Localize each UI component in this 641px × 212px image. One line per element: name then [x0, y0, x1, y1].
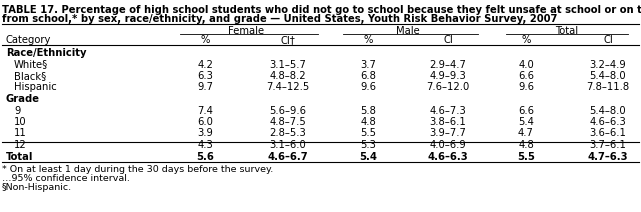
Text: 3.7–6.1: 3.7–6.1 [590, 140, 626, 150]
Text: 4.8: 4.8 [360, 117, 376, 127]
Text: Grade: Grade [6, 94, 40, 104]
Text: 9.6: 9.6 [360, 82, 376, 92]
Text: Category: Category [6, 35, 51, 45]
Text: Hispanic: Hispanic [14, 82, 57, 92]
Text: 4.7–6.3: 4.7–6.3 [588, 152, 628, 162]
Text: 7.8–11.8: 7.8–11.8 [587, 82, 629, 92]
Text: 9.6: 9.6 [518, 82, 534, 92]
Text: 6.6: 6.6 [518, 71, 534, 81]
Text: 6.3: 6.3 [197, 71, 213, 81]
Text: 2.8–5.3: 2.8–5.3 [270, 128, 306, 138]
Text: 6.0: 6.0 [197, 117, 213, 127]
Text: 4.8–8.2: 4.8–8.2 [270, 71, 306, 81]
Text: 7.4: 7.4 [197, 106, 213, 116]
Text: CI: CI [443, 35, 453, 45]
Text: 3.1–6.0: 3.1–6.0 [270, 140, 306, 150]
Text: 3.6–6.1: 3.6–6.1 [590, 128, 626, 138]
Text: 12: 12 [14, 140, 27, 150]
Text: 10: 10 [14, 117, 27, 127]
Text: White§: White§ [14, 60, 48, 70]
Text: Total: Total [556, 26, 579, 36]
Text: 3.1–5.7: 3.1–5.7 [270, 60, 306, 70]
Text: 5.6: 5.6 [196, 152, 214, 162]
Text: 5.8: 5.8 [360, 106, 376, 116]
Text: 4.0: 4.0 [518, 60, 534, 70]
Text: 3.9–7.7: 3.9–7.7 [429, 128, 467, 138]
Text: 4.8: 4.8 [518, 140, 534, 150]
Text: Male: Male [396, 26, 420, 36]
Text: 3.7: 3.7 [360, 60, 376, 70]
Text: …95% confidence interval.: …95% confidence interval. [2, 174, 130, 183]
Text: CI†: CI† [281, 35, 296, 45]
Text: §Non-Hispanic.: §Non-Hispanic. [2, 183, 72, 192]
Text: CI: CI [603, 35, 613, 45]
Text: Total: Total [6, 152, 33, 162]
Text: from school,* by sex, race/ethnicity, and grade — United States, Youth Risk Beha: from school,* by sex, race/ethnicity, an… [2, 14, 558, 24]
Text: 3.9: 3.9 [197, 128, 213, 138]
Text: Race/Ethnicity: Race/Ethnicity [6, 48, 87, 58]
Text: 4.3: 4.3 [197, 140, 213, 150]
Text: 4.9–9.3: 4.9–9.3 [429, 71, 467, 81]
Text: %: % [363, 35, 372, 45]
Text: 2.9–4.7: 2.9–4.7 [429, 60, 467, 70]
Text: 11: 11 [14, 128, 27, 138]
Text: 5.4–8.0: 5.4–8.0 [590, 71, 626, 81]
Text: %: % [200, 35, 210, 45]
Text: Black§: Black§ [14, 71, 46, 81]
Text: 9: 9 [14, 106, 21, 116]
Text: %: % [521, 35, 531, 45]
Text: 5.5: 5.5 [517, 152, 535, 162]
Text: 5.4–8.0: 5.4–8.0 [590, 106, 626, 116]
Text: 4.0–6.9: 4.0–6.9 [429, 140, 467, 150]
Text: 4.6–6.3: 4.6–6.3 [590, 117, 626, 127]
Text: 5.3: 5.3 [360, 140, 376, 150]
Text: 3.8–6.1: 3.8–6.1 [429, 117, 467, 127]
Text: 4.2: 4.2 [197, 60, 213, 70]
Text: Female: Female [228, 26, 265, 36]
Text: 9.7: 9.7 [197, 82, 213, 92]
Text: 5.5: 5.5 [360, 128, 376, 138]
Text: TABLE 17. Percentage of high school students who did not go to school because th: TABLE 17. Percentage of high school stud… [2, 5, 641, 15]
Text: 5.4: 5.4 [518, 117, 534, 127]
Text: 7.4–12.5: 7.4–12.5 [267, 82, 310, 92]
Text: 4.8–7.5: 4.8–7.5 [270, 117, 306, 127]
Text: 4.6–7.3: 4.6–7.3 [429, 106, 467, 116]
Text: 6.8: 6.8 [360, 71, 376, 81]
Text: * On at least 1 day during the 30 days before the survey.: * On at least 1 day during the 30 days b… [2, 165, 273, 174]
Text: 3.2–4.9: 3.2–4.9 [590, 60, 626, 70]
Text: 5.6–9.6: 5.6–9.6 [269, 106, 306, 116]
Text: 4.7: 4.7 [518, 128, 534, 138]
Text: 7.6–12.0: 7.6–12.0 [426, 82, 470, 92]
Text: 4.6–6.7: 4.6–6.7 [268, 152, 308, 162]
Text: 4.6–6.3: 4.6–6.3 [428, 152, 469, 162]
Text: 5.4: 5.4 [359, 152, 377, 162]
Text: 6.6: 6.6 [518, 106, 534, 116]
